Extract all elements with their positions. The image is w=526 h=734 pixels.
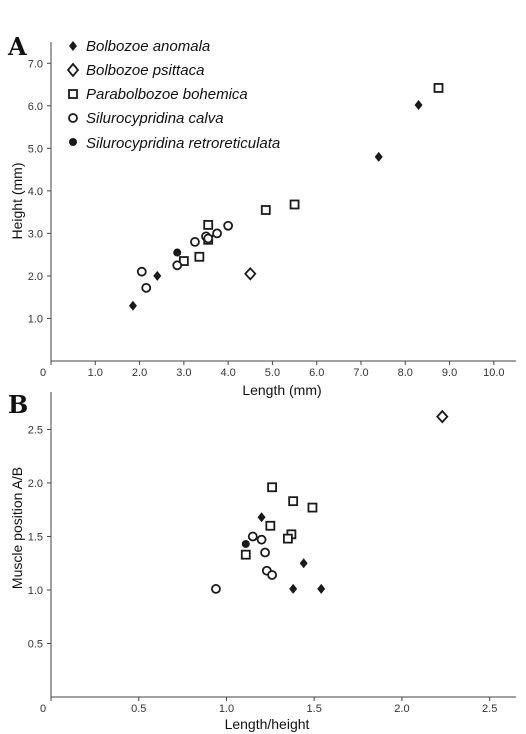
panel-a-points: [128, 83, 444, 311]
data-point-bolbozoe-anomala: [257, 512, 266, 523]
data-point-bolbozoe-anomala: [414, 99, 423, 110]
data-point-parabolbozoe-bohemica: [178, 256, 189, 266]
data-point-bolbozoe-psittaca: [244, 266, 257, 281]
data-point-bolbozoe-anomala: [317, 583, 326, 594]
panel-a-y-tick-label: 5.0: [28, 143, 43, 155]
data-point-silurocypridina-calva: [211, 584, 221, 594]
data-point-parabolbozoe-bohemica: [289, 199, 300, 210]
panel-a-y-tick-label: 7.0: [28, 58, 43, 70]
panel-b-x-tick-label: 0.5: [131, 703, 146, 715]
panel-b-y-tick-label: 2.5: [28, 424, 43, 436]
data-point-parabolbozoe-bohemica: [194, 251, 205, 262]
legend-item-bolbozoe-anomala: Bolbozoe anomala: [69, 38, 210, 55]
panel-a-x-tick-label: 0: [40, 367, 46, 379]
data-point-silurocypridina-calva: [172, 260, 183, 271]
legend-label-bolbozoe-psittaca: Bolbozoe psittaca: [86, 62, 204, 79]
legend-marker-open-circle: [68, 113, 78, 123]
panel-a-x-tick-label: 1.0: [88, 367, 103, 379]
legend-item-silurocypridina-calva: Silurocypridina calva: [68, 110, 224, 127]
panel-a-x-tick-label: 8.0: [398, 367, 413, 379]
legend-item-parabolbozoe-bohemica: Parabolbozoe bohemica: [68, 86, 248, 103]
panel-b-y-tick-label: 2.0: [28, 478, 43, 490]
panel-a-x-tick-label: 10.0: [483, 367, 504, 379]
legend: Bolbozoe anomala Bolbozoe psittaca Parab…: [66, 38, 280, 152]
panel-a-y-tick-label: 6.0: [28, 101, 43, 113]
data-point-parabolbozoe-bohemica: [288, 496, 299, 507]
legend-label-silurocypridina-calva: Silurocypridina calva: [86, 110, 224, 127]
panel-a-label: A: [7, 32, 27, 61]
data-point-silurocypridina-retroreticulata: [241, 539, 250, 548]
data-point-silurocypridina-calva: [267, 570, 277, 580]
panel-a-y-tick-label: 2.0: [28, 271, 43, 283]
data-point-bolbozoe-anomala: [289, 583, 298, 594]
data-point-silurocypridina-calva: [136, 266, 147, 277]
data-point-silurocypridina-calva: [212, 228, 222, 239]
legend-marker-open-square: [68, 89, 78, 99]
data-point-bolbozoe-anomala: [153, 270, 162, 281]
panel-a-x-axis-title: Length (mm): [242, 382, 321, 398]
data-point-silurocypridina-retroreticulata: [173, 248, 182, 257]
panel-b-y-tick-label: 1.0: [28, 585, 43, 597]
data-point-parabolbozoe-bohemica: [267, 482, 277, 493]
panel-a-chart: A 0 1.0 2.0 3.0 4.0 5.0 6.0 7.0 8.0 9.0 10.0 1.0 2.0…: [7, 32, 516, 398]
data-point-parabolbozoe-bohemica: [307, 502, 318, 513]
data-point-bolbozoe-anomala: [299, 558, 308, 569]
panel-b-x-tick-label: 2.5: [482, 703, 497, 715]
data-point-parabolbozoe-bohemica: [260, 205, 271, 215]
data-point-silurocypridina-calva: [256, 534, 267, 545]
legend-item-bolbozoe-psittaca: Bolbozoe psittaca: [66, 62, 204, 79]
panel-b-tick-group: 0 0.5 1.0 1.5 2.0 2.5 0.5 1.0 1.5 2.0 2.5: [28, 424, 498, 715]
panel-a-x-tick-label: 9.0: [442, 367, 457, 379]
panel-a-x-tick-label: 2.0: [132, 367, 147, 379]
panel-b-x-tick-label: 1.0: [219, 703, 234, 715]
panel-a-x-tick-label: 3.0: [176, 367, 191, 379]
legend-label-parabolbozoe-bohemica: Parabolbozoe bohemica: [86, 86, 248, 103]
panel-b-x-axis-title: Length/height: [225, 716, 310, 732]
data-point-parabolbozoe-bohemica: [203, 219, 214, 230]
panel-a-y-tick-label: 3.0: [28, 228, 43, 240]
data-point-silurocypridina-calva: [260, 547, 270, 558]
legend-marker-filled-diamond: [69, 41, 77, 51]
panel-b-x-tick-label: 2.0: [394, 703, 409, 715]
panel-b-points: [211, 409, 449, 594]
panel-b-chart: B 0 0.5 1.0 1.5 2.0 2.5 0.5 1.0 1.5 2.0 2.5 Length…: [8, 390, 516, 732]
data-point-bolbozoe-psittaca: [436, 409, 449, 424]
data-point-silurocypridina-calva: [190, 237, 200, 247]
panel-b-y-axis-title: Muscle position A/B: [9, 467, 25, 589]
data-point-parabolbozoe-bohemica: [240, 549, 251, 560]
data-point-silurocypridina-calva: [247, 531, 258, 542]
legend-marker-filled-circle: [69, 138, 77, 146]
legend-marker-open-diamond: [66, 62, 80, 78]
panel-b-x-tick-label: 1.5: [307, 703, 322, 715]
panel-b-y-tick-label: 1.5: [28, 531, 43, 543]
panel-a-x-tick-label: 6.0: [309, 367, 324, 379]
data-point-bolbozoe-anomala: [128, 300, 137, 311]
panel-b-y-tick-label: 0.5: [28, 638, 43, 650]
panel-a-x-tick-label: 7.0: [353, 367, 368, 379]
data-point-parabolbozoe-bohemica: [433, 83, 444, 93]
panel-a-x-tick-label: 4.0: [220, 367, 235, 379]
panel-b-label: B: [8, 390, 28, 419]
data-point-bolbozoe-anomala: [374, 151, 383, 162]
panel-b-x-tick-label: 0: [40, 703, 46, 715]
data-point-parabolbozoe-bohemica: [265, 520, 276, 531]
legend-label-silurocypridina-retroreticulata: Silurocypridina retroreticulata: [86, 135, 280, 152]
data-point-silurocypridina-calva: [141, 282, 152, 293]
panel-a-y-tick-label: 4.0: [28, 186, 43, 198]
legend-label-bolbozoe-anomala: Bolbozoe anomala: [86, 38, 210, 55]
data-point-silurocypridina-calva: [203, 233, 214, 244]
panel-a-y-tick-label: 1.0: [28, 313, 43, 325]
panel-a-y-axis-title: Height (mm): [9, 162, 25, 239]
data-point-parabolbozoe-bohemica: [282, 533, 293, 544]
data-point-silurocypridina-calva: [223, 220, 234, 231]
legend-item-silurocypridina-retroreticulata: Silurocypridina retroreticulata: [69, 135, 280, 152]
panel-a-x-tick-label: 5.0: [265, 367, 280, 379]
panel-a-tick-group: 0 1.0 2.0 3.0 4.0 5.0 6.0 7.0 8.0 9.0 10.0 1.0 2.0 3.…: [28, 58, 505, 379]
